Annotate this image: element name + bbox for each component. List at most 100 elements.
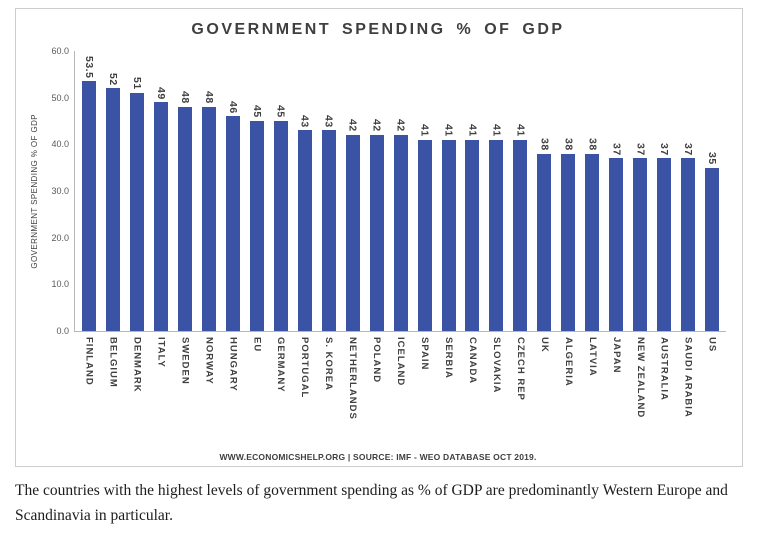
bar-column: 48	[173, 51, 197, 331]
bar	[657, 158, 672, 331]
category-label: S. KOREA	[323, 337, 335, 391]
bar	[585, 153, 600, 331]
bar	[153, 102, 168, 331]
bar-column: 37	[652, 51, 676, 331]
category-cell: CANADA	[461, 332, 485, 450]
category-label: POLAND	[371, 337, 383, 384]
category-cell: PORTUGAL	[293, 332, 317, 450]
category-cell: POLAND	[365, 332, 389, 450]
category-label: CZECH REP	[514, 337, 526, 401]
x-axis-category-labels: FINLAND BELGIUM DENMARK ITALY SWEDEN NORWAY HU…	[75, 332, 726, 450]
bar-value-label: 42	[394, 119, 407, 132]
category-label: SPAIN	[419, 337, 431, 371]
category-cell: SWEDEN	[173, 332, 197, 450]
bar	[681, 158, 696, 331]
bars-area: 53.5 52 51 49 48 48 46 45 45 43 43 42 42 42 41 41 41 41 41…	[74, 51, 726, 332]
category-cell: HUNGARY	[221, 332, 245, 450]
chart-title: GOVERNMENT SPENDING % OF GDP	[191, 21, 565, 38]
y-tick-label: 10.0	[51, 279, 69, 290]
bar-column: 41	[484, 51, 508, 331]
bar	[417, 139, 432, 331]
bar-value-label: 37	[634, 142, 647, 156]
bar-column: 41	[508, 51, 532, 331]
bar-value-label: 48	[178, 91, 191, 104]
bar	[441, 139, 456, 331]
bar-value-label: 41	[514, 124, 527, 137]
bar-column: 49	[149, 51, 173, 331]
category-cell: DENMARK	[125, 332, 149, 450]
bar-column: 52	[101, 51, 125, 331]
y-tick-label: 20.0	[51, 232, 69, 243]
bar-value-label: 42	[346, 119, 359, 132]
category-label: PORTUGAL	[299, 337, 311, 399]
bar-value-label: 41	[490, 124, 503, 137]
y-tick-label: 30.0	[51, 186, 69, 196]
bar-column: 46	[221, 51, 245, 331]
bar-column: 38	[532, 51, 556, 331]
bar-column: 35	[700, 51, 724, 331]
category-cell: NEW ZEALAND	[628, 332, 652, 450]
category-label: NETHERLANDS	[347, 337, 359, 420]
bar	[297, 130, 312, 331]
bar-value-label: 52	[106, 72, 119, 86]
bar-value-label: 41	[466, 124, 479, 137]
bar-value-label: 35	[706, 152, 719, 165]
bar-column: 42	[365, 51, 389, 331]
bar	[633, 158, 648, 331]
category-label: FINLAND	[83, 337, 95, 386]
y-tick-label: 50.0	[51, 92, 69, 103]
bar	[201, 107, 216, 331]
category-cell: NETHERLANDS	[341, 332, 365, 450]
bar	[321, 130, 336, 331]
bar	[177, 107, 192, 331]
category-label: CANADA	[466, 337, 478, 385]
bar	[609, 158, 624, 331]
category-cell: CZECH REP	[508, 332, 532, 450]
category-cell: GERMANY	[269, 332, 293, 450]
bar	[81, 81, 96, 331]
bar	[273, 121, 288, 331]
category-cell: SAUDI ARABIA	[676, 332, 700, 450]
category-label: BELGIUM	[107, 337, 119, 388]
category-cell: ICELAND	[389, 332, 413, 450]
bar-column: 41	[413, 51, 437, 331]
category-cell: SPAIN	[413, 332, 437, 450]
bar-column: 43	[293, 51, 317, 331]
bar-value-label: 53.5	[82, 55, 95, 79]
bar-value-label: 38	[538, 138, 551, 151]
bar-value-label: 48	[202, 91, 215, 104]
category-cell: ALGERIA	[556, 332, 580, 450]
bar-value-label: 37	[682, 142, 695, 156]
chart-plot-area: GOVERNMENT SPENDING % OF GDP 0.0 10.0 20.0…	[22, 46, 734, 450]
category-label: SERBIA	[443, 337, 455, 379]
category-cell: JAPAN	[604, 332, 628, 450]
bar-value-label: 45	[274, 105, 287, 118]
bar-value-label: 42	[370, 119, 383, 132]
bar-column: 42	[341, 51, 365, 331]
bar-column: 41	[437, 51, 461, 331]
category-label: NORWAY	[203, 337, 215, 385]
bar	[129, 93, 144, 331]
category-cell: AUSTRALIA	[652, 332, 676, 450]
y-tick-label: 40.0	[51, 139, 69, 150]
bar-value-label: 41	[442, 124, 455, 137]
bar	[369, 135, 384, 331]
bar-column: 43	[317, 51, 341, 331]
bar-column: 37	[628, 51, 652, 331]
bar	[105, 88, 120, 331]
category-cell: ITALY	[149, 332, 173, 450]
bar-value-label: 51	[130, 77, 143, 90]
category-label: AUSTRALIA	[658, 337, 670, 401]
bar	[489, 139, 504, 331]
bar-value-label: 46	[226, 100, 239, 114]
category-cell: FINLAND	[77, 332, 101, 450]
category-label: NEW ZEALAND	[634, 337, 646, 419]
bar	[561, 153, 576, 331]
category-label: US	[706, 337, 718, 353]
bar-value-label: 37	[610, 142, 623, 156]
chart-caption: The countries with the highest levels of…	[15, 482, 728, 524]
bar-column: 51	[125, 51, 149, 331]
bar-value-label: 49	[154, 86, 167, 100]
bar-column: 41	[461, 51, 485, 331]
bar-value-label: 38	[586, 138, 599, 151]
